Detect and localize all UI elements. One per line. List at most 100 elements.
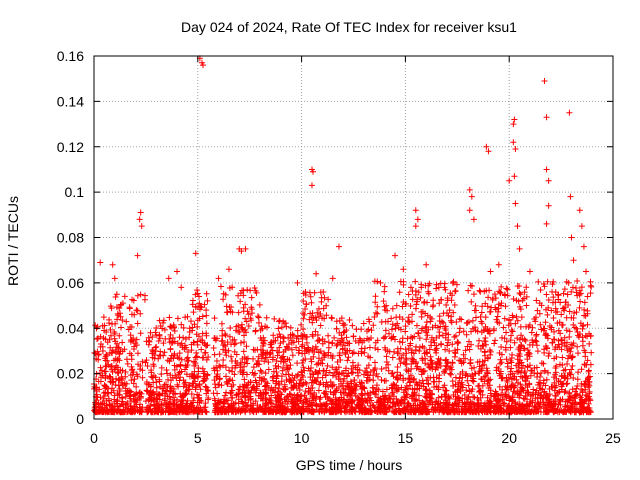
data-point [166, 335, 173, 342]
data-point [303, 339, 310, 346]
data-point [462, 355, 469, 362]
data-point [497, 370, 504, 377]
data-point [395, 350, 402, 357]
data-point [474, 394, 481, 401]
data-point [466, 346, 473, 353]
data-point [299, 359, 306, 366]
data-point [115, 382, 122, 389]
data-point [123, 356, 130, 363]
data-point [496, 383, 503, 390]
data-point [493, 407, 500, 414]
data-point [444, 360, 451, 367]
data-point [365, 326, 372, 333]
data-point [299, 372, 306, 379]
data-point [252, 347, 259, 354]
data-point [321, 401, 328, 408]
data-point [420, 399, 427, 406]
data-point [258, 377, 265, 384]
data-point [182, 336, 189, 343]
data-point [544, 335, 551, 342]
data-point [566, 308, 573, 315]
data-point [247, 315, 254, 322]
data-point [409, 296, 416, 303]
data-point [318, 403, 325, 410]
data-point [407, 372, 414, 379]
data-point [398, 396, 405, 403]
data-point [203, 384, 210, 391]
data-point [521, 368, 528, 375]
data-point [579, 325, 586, 332]
data-point [456, 357, 463, 364]
data-point [393, 302, 400, 309]
data-point [553, 363, 560, 370]
data-point [497, 356, 504, 363]
data-point [443, 387, 450, 394]
data-point [345, 354, 352, 361]
data-point [104, 389, 111, 396]
data-point [310, 409, 317, 416]
data-point [436, 378, 443, 385]
data-point [567, 405, 574, 412]
data-point [287, 362, 294, 369]
data-point [371, 313, 378, 320]
data-point [329, 382, 336, 389]
data-point [322, 372, 329, 379]
data-point [199, 313, 206, 320]
data-point [196, 300, 203, 307]
data-point [388, 370, 395, 377]
data-point [256, 361, 263, 368]
data-point [312, 328, 319, 335]
data-point [137, 291, 144, 298]
data-point [445, 394, 452, 401]
data-point [571, 310, 578, 317]
data-point [550, 315, 557, 322]
data-point [283, 323, 290, 330]
data-point [296, 387, 303, 394]
data-point [340, 403, 347, 410]
data-point [133, 401, 140, 408]
data-point [101, 392, 108, 399]
data-point [107, 406, 114, 413]
data-point [529, 324, 536, 331]
data-point [317, 394, 324, 401]
data-point [418, 409, 425, 416]
data-point [346, 347, 353, 354]
data-point [203, 356, 210, 363]
data-point [287, 324, 294, 331]
data-point [382, 409, 389, 416]
data-point [261, 383, 268, 390]
data-point [241, 332, 248, 339]
data-point [543, 330, 550, 337]
data-point [480, 342, 487, 349]
data-point [555, 327, 562, 334]
data-point [541, 367, 548, 374]
data-point [171, 328, 178, 335]
data-point [237, 339, 244, 346]
data-point [344, 372, 351, 379]
data-point [522, 382, 529, 389]
data-point [402, 328, 409, 335]
data-point [315, 337, 322, 344]
data-point [545, 296, 552, 303]
data-point [270, 332, 277, 339]
data-point [467, 373, 474, 380]
data-point [502, 346, 509, 353]
data-point [220, 296, 227, 303]
data-point [120, 401, 127, 408]
data-point [470, 408, 477, 415]
data-point [259, 342, 266, 349]
data-point [286, 390, 293, 397]
data-point [514, 401, 521, 408]
data-point [315, 355, 322, 362]
data-point [342, 351, 349, 358]
data-point [414, 381, 421, 388]
data-point [158, 364, 165, 371]
data-point [242, 399, 249, 406]
data-point [558, 337, 565, 344]
data-point [540, 281, 547, 288]
data-point [484, 354, 491, 361]
data-point [182, 314, 189, 321]
data-point [114, 369, 121, 376]
data-point [369, 384, 376, 391]
data-point [515, 360, 522, 367]
